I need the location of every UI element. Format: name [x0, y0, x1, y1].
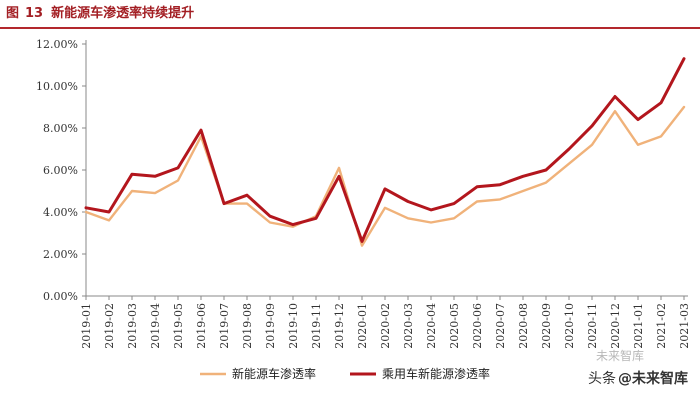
x-tick-label: 2020-01	[356, 303, 369, 349]
figure-number: 13	[25, 6, 44, 21]
y-tick-label: 8.00%	[43, 122, 78, 135]
x-tick-label: 2019-02	[103, 303, 116, 349]
figure-label: 图	[6, 6, 20, 21]
x-tick-label: 2020-02	[379, 303, 392, 349]
figure-title: 新能源车渗透率持续提升	[51, 6, 195, 21]
x-tick-label: 2020-11	[586, 303, 599, 349]
x-tick-label: 2020-10	[563, 303, 576, 349]
watermark-handle: @未来智库	[618, 371, 688, 387]
series-line-passenger	[84, 57, 686, 243]
header-rule	[0, 27, 700, 29]
y-tick-label: 6.00%	[43, 164, 78, 177]
x-tick-label: 2019-03	[126, 303, 139, 349]
y-tick-label: 4.00%	[43, 206, 78, 219]
y-tick-label: 0.00%	[43, 290, 78, 303]
watermark-text: 头条	[588, 371, 616, 387]
series-line-nev	[84, 105, 686, 247]
x-tick-label: 2019-10	[287, 303, 300, 349]
x-tick-label: 2019-08	[241, 303, 254, 349]
x-tick-label: 2019-05	[172, 303, 185, 349]
figure-header: 图 13 新能源车渗透率持续提升	[6, 4, 194, 24]
x-tick-label: 2019-07	[218, 303, 231, 349]
x-tick-label: 2019-09	[264, 303, 277, 349]
watermark: 头条 @未来智库	[588, 368, 688, 388]
x-tick-label: 2019-06	[195, 303, 208, 349]
x-tick-label: 2020-07	[494, 303, 507, 349]
x-tick-label: 2020-05	[448, 303, 461, 349]
legend-label: 新能源车渗透率	[232, 366, 316, 381]
x-tick-label: 2020-08	[517, 303, 530, 349]
x-tick-label: 2019-12	[333, 303, 346, 349]
x-tick-label: 2020-09	[540, 303, 553, 349]
x-tick-label: 2020-04	[425, 303, 438, 349]
x-tick-label: 2021-02	[655, 303, 668, 349]
x-tick-label: 2021-01	[632, 303, 645, 349]
y-tick-label: 10.00%	[36, 80, 78, 93]
y-tick-label: 12.00%	[36, 38, 78, 51]
x-tick-label: 2019-01	[80, 303, 93, 349]
y-tick-label: 2.00%	[43, 248, 78, 261]
x-tick-label: 2021-03	[678, 303, 691, 349]
x-tick-label: 2020-12	[609, 303, 622, 349]
x-tick-label: 2020-03	[402, 303, 415, 349]
legend-label: 乘用车新能源渗透率	[382, 366, 490, 381]
x-tick-label: 2019-11	[310, 303, 323, 349]
x-tick-label: 2019-04	[149, 303, 162, 349]
x-tick-label: 2020-06	[471, 303, 484, 349]
watermark-faint: 未来智库	[595, 349, 644, 363]
